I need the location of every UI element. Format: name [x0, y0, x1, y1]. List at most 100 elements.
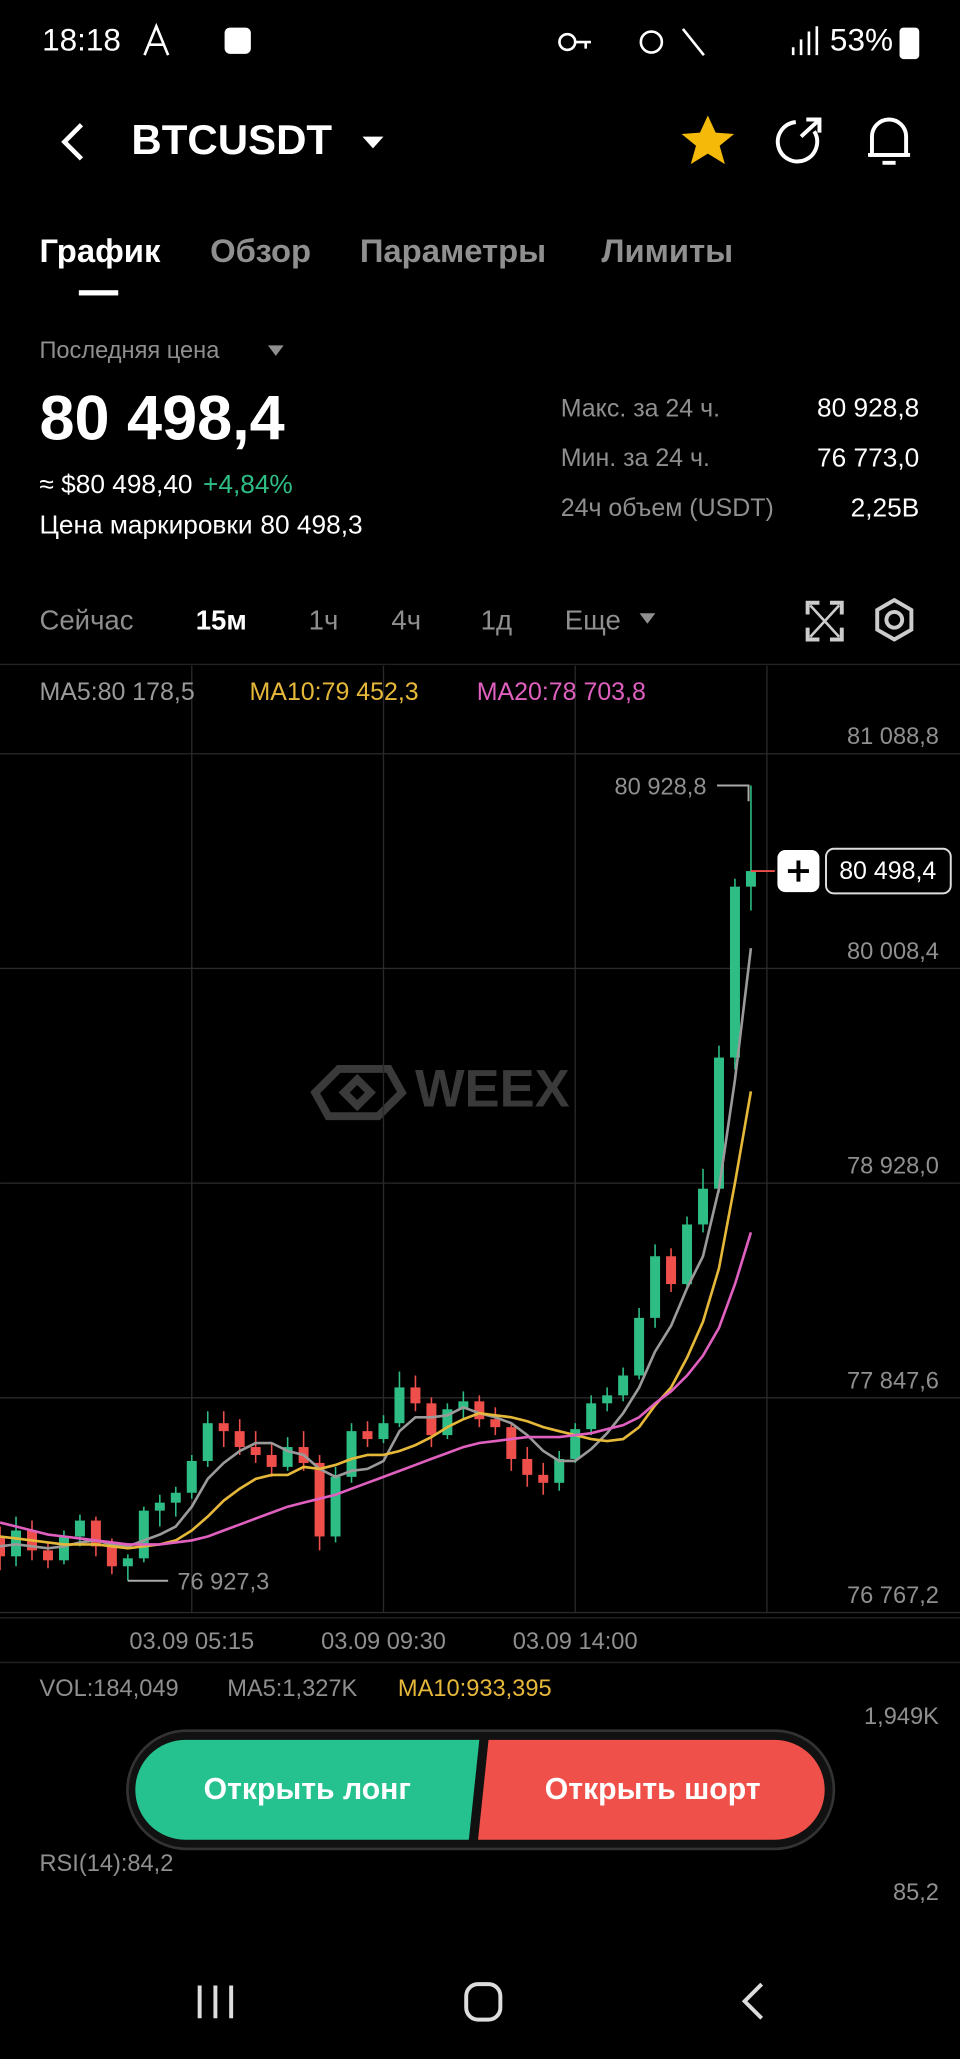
candle-body	[650, 1256, 661, 1318]
price-change: +4,84%	[203, 469, 293, 499]
volume-label: VOL:184,049	[39, 1676, 178, 1702]
volume-ma5: MA5:1,327K	[227, 1676, 357, 1702]
candle-body	[458, 1401, 469, 1410]
candle-body	[346, 1431, 357, 1477]
volume-max: 1,949K	[864, 1704, 939, 1730]
candle-body	[714, 1057, 724, 1189]
stat-value: 80 928,8	[817, 393, 919, 423]
nav-back[interactable]	[741, 1982, 764, 2020]
share-button[interactable]	[775, 117, 822, 164]
tab[interactable]: График	[39, 232, 161, 269]
candle-body	[106, 1546, 117, 1567]
tab[interactable]: Обзор	[210, 232, 311, 269]
usd-line: ≈ $80 498,40 +4,84%	[39, 469, 292, 499]
usd-price: ≈ $80 498,40	[39, 469, 192, 499]
watermark: WEEX	[415, 1059, 570, 1118]
watermark-logo	[310, 1064, 407, 1121]
favorite-star[interactable]	[681, 115, 735, 165]
x-tick-label: 03.09 14:00	[513, 1629, 638, 1655]
intervals: Сейчас 15м 1ч 4ч 1д Еще	[39, 605, 620, 636]
settings-button[interactable]	[875, 597, 914, 642]
x-tick-label: 03.09 05:15	[129, 1629, 254, 1655]
interval[interactable]: 4ч	[391, 605, 421, 636]
long-button-label[interactable]: Открыть лонг	[204, 1773, 411, 1806]
interval[interactable]: Еще	[565, 605, 621, 636]
y-tick-label: 81 088,8	[847, 724, 939, 750]
candle-body	[666, 1256, 677, 1285]
candle-body	[522, 1458, 533, 1475]
x-tick-label: 03.09 09:30	[321, 1629, 446, 1655]
candle-body	[570, 1429, 581, 1459]
fullscreen-button[interactable]	[805, 600, 844, 642]
candle-body	[538, 1474, 549, 1483]
tabs: График Обзор Параметры Лимиты	[39, 232, 733, 269]
candle-body	[682, 1224, 693, 1285]
rsi-max: 85,2	[893, 1880, 939, 1906]
volume-ma10: MA10:933,395	[398, 1676, 552, 1702]
symbol-dropdown[interactable]	[362, 136, 384, 149]
back-button[interactable]	[61, 123, 84, 161]
stat-label: 24ч объем (USDT)	[561, 494, 774, 522]
tab-underline	[78, 290, 119, 296]
candle-body	[378, 1423, 389, 1440]
last-price-label: 80 498,4	[839, 857, 936, 885]
y-tick-label: 78 928,0	[847, 1154, 939, 1180]
candle-body	[138, 1510, 149, 1559]
mark-label: Цена маркировки	[39, 510, 252, 540]
interval[interactable]: 15м	[196, 605, 247, 636]
mark-price: 80 498,3	[260, 510, 362, 540]
status-icons	[143, 22, 920, 60]
candle-body	[618, 1375, 629, 1396]
candle-body	[698, 1188, 709, 1225]
nav-recent[interactable]	[197, 1985, 234, 2019]
long-button[interactable]	[135, 1739, 480, 1840]
candle-body	[554, 1458, 565, 1483]
candle-body	[426, 1403, 437, 1436]
candle-body	[42, 1550, 53, 1561]
battery-level: 53%	[830, 21, 893, 57]
stat-value: 76 773,0	[817, 443, 919, 473]
short-button[interactable]	[478, 1739, 825, 1840]
tab[interactable]: Лимиты	[601, 232, 733, 269]
price-dropdown[interactable]	[267, 345, 284, 356]
status-time: 18:18	[42, 21, 121, 57]
short-button-label[interactable]: Открыть шорт	[545, 1773, 761, 1806]
candle-body	[266, 1454, 277, 1467]
candle-body	[218, 1423, 229, 1432]
nav-bar	[197, 1982, 764, 2022]
candle-body	[186, 1460, 197, 1493]
candle-body	[170, 1492, 181, 1503]
y-tick-label: 77 847,6	[847, 1368, 939, 1394]
candle-body	[474, 1401, 485, 1420]
candle-body	[442, 1409, 453, 1436]
candle-body	[506, 1427, 517, 1459]
interval[interactable]: 1д	[481, 605, 512, 636]
candle-body	[154, 1502, 165, 1511]
ma-legend: MA5:80 178,5	[39, 678, 194, 706]
y-tick-label: 76 767,2	[847, 1583, 939, 1609]
candle-body	[362, 1431, 373, 1440]
candle-body	[394, 1387, 405, 1424]
nav-home[interactable]	[464, 1982, 503, 2022]
stat-value: 2,25B	[851, 492, 920, 522]
more-dropdown[interactable]	[639, 613, 656, 624]
ma-legend: MA20:78 703,8	[477, 678, 646, 706]
candle-body	[602, 1395, 613, 1404]
candle-body	[729, 886, 740, 1058]
candle-body	[90, 1520, 101, 1547]
ma-line	[0, 1231, 753, 1546]
symbol[interactable]: BTCUSDT	[131, 116, 332, 163]
rsi-label: RSI(14):84,2	[39, 1851, 173, 1877]
tab[interactable]: Параметры	[360, 232, 546, 269]
interval[interactable]: 1ч	[309, 605, 339, 636]
stat-label: Мин. за 24 ч.	[561, 444, 710, 472]
candle-body	[202, 1423, 213, 1461]
interval[interactable]: Сейчас	[39, 605, 133, 636]
candle-body	[122, 1558, 133, 1567]
alert-button[interactable]	[868, 117, 911, 165]
ma-line	[0, 1091, 753, 1550]
high-label: 80 928,8	[615, 774, 707, 800]
